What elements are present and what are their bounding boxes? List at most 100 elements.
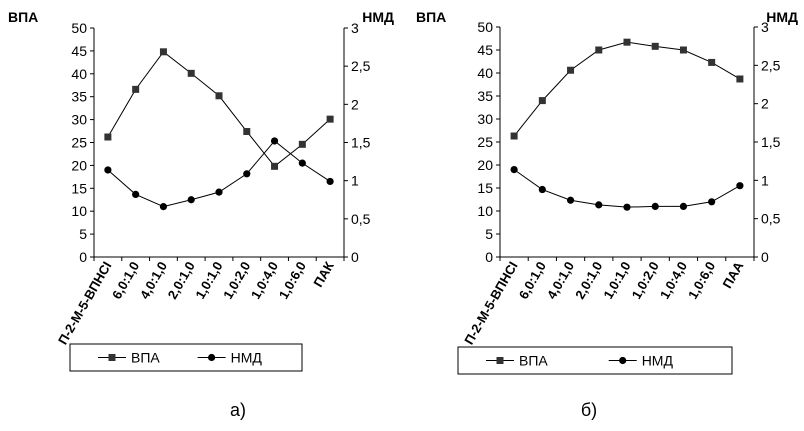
left-tick-label: 0 [79, 249, 87, 265]
data-point-vpa [679, 46, 687, 54]
legend-marker-nmd [619, 356, 627, 365]
left-tick-label: 25 [477, 134, 493, 150]
data-point-nmd [566, 196, 575, 204]
legend-label-nmd: НМД [231, 350, 263, 366]
data-point-vpa [736, 75, 744, 83]
chart-panel-b: ВПА НМД 0 5 10 15 20 25 30 35 40 45 50 0 0,5 1 1,5 2 2,5 3 П… [402, 0, 804, 426]
data-point-nmd [736, 182, 744, 190]
data-point-vpa [104, 133, 112, 141]
data-point-vpa [271, 162, 279, 170]
right-tick-label: 2,5 [761, 57, 781, 73]
right-axis-title: НМД [362, 9, 394, 25]
left-tick-label: 10 [71, 203, 87, 219]
chart-panel-a: ВПА НМД 0 5 10 15 20 25 30 35 40 45 50 0 0,5 1 1,5 2 2,5 3 П… [0, 0, 402, 426]
right-tick-label: 0,5 [761, 211, 781, 227]
data-point-nmd [651, 202, 659, 210]
right-tick-label: 1 [761, 172, 769, 188]
right-tick-label: 2,5 [351, 58, 371, 74]
x-tick-label: П-2-М-5-ВПНСI [55, 259, 115, 347]
data-point-nmd [243, 170, 251, 178]
legend-label-vpa: ВПА [519, 353, 548, 369]
left-tick-label: 25 [71, 135, 87, 151]
left-tick-label: 15 [71, 180, 87, 196]
data-point-nmd [187, 196, 195, 204]
right-tick-label: 0,5 [351, 211, 371, 227]
data-point-nmd [326, 177, 334, 186]
legend-marker-nmd [208, 353, 216, 362]
left-tick-label: 0 [485, 249, 493, 265]
left-tick-label: 5 [79, 226, 87, 242]
data-point-vpa [243, 128, 251, 136]
x-tick-label: 1,0:6,0 [685, 259, 718, 302]
left-tick-label: 5 [485, 226, 493, 242]
right-tick-label: 3 [761, 19, 769, 35]
series-line-nmd [107, 140, 331, 208]
left-tick-label: 35 [71, 89, 87, 105]
data-point-vpa [215, 92, 223, 100]
data-point-vpa [567, 66, 575, 74]
left-tick-label: 45 [71, 43, 87, 59]
legend-label-vpa: ВПА [131, 350, 160, 366]
legend: ВПА НМД [69, 343, 303, 372]
data-point-nmd [298, 159, 306, 167]
right-tick-label: 3 [351, 20, 359, 36]
left-tick-label: 40 [71, 66, 87, 82]
panel-label: б) [581, 400, 597, 420]
chart-b-svg: ВПА НМД 0 5 10 15 20 25 30 35 40 45 50 0 0,5 1 1,5 2 2,5 3 П… [416, 9, 798, 420]
data-point-vpa [132, 85, 140, 93]
data-point-vpa [538, 97, 546, 105]
data-point-vpa [326, 115, 334, 123]
data-point-nmd [623, 203, 631, 211]
data-point-nmd [215, 188, 223, 196]
data-point-nmd [538, 185, 546, 194]
right-axis-title: НМД [766, 9, 798, 25]
left-tick-label: 50 [71, 20, 87, 36]
legend-marker-vpa [496, 357, 504, 364]
left-tick-label: 10 [477, 203, 493, 219]
chart-a-svg: ВПА НМД 0 5 10 15 20 25 30 35 40 45 50 0 0,5 1 1,5 2 2,5 3 П… [8, 9, 394, 420]
right-tick-label: 1,5 [351, 135, 371, 151]
data-point-vpa [651, 42, 659, 50]
data-point-vpa [298, 140, 306, 148]
right-tick-label: 2 [761, 96, 769, 112]
left-tick-label: 20 [477, 157, 493, 173]
data-point-nmd [270, 137, 279, 145]
left-tick-label: 30 [477, 111, 493, 127]
data-point-nmd [104, 166, 112, 174]
data-point-vpa [595, 46, 603, 54]
x-tick-label: ПАА [719, 258, 746, 290]
left-tick-label: 20 [71, 157, 87, 173]
panel-label: а) [230, 400, 246, 420]
data-point-vpa [510, 132, 518, 140]
right-tick-label: 0 [351, 249, 359, 265]
right-tick-label: 0 [761, 249, 769, 265]
right-tick-label: 2 [351, 96, 359, 112]
data-point-nmd [159, 203, 168, 211]
data-point-nmd [132, 190, 140, 199]
left-axis-title: ВПА [416, 9, 446, 25]
data-point-vpa [159, 48, 167, 56]
left-tick-label: 50 [477, 19, 493, 35]
series-line-vpa [513, 41, 741, 137]
right-tick-label: 1,5 [761, 134, 781, 150]
data-point-nmd [595, 201, 603, 209]
left-tick-label: 15 [477, 180, 493, 196]
data-point-vpa [187, 69, 195, 77]
left-tick-label: 45 [477, 42, 493, 58]
left-axis-title: ВПА [8, 9, 38, 25]
x-tick-label: ПАК [310, 259, 336, 290]
x-tick-label: 1,0:6,0 [276, 259, 309, 302]
data-point-nmd [708, 198, 716, 206]
series-line-nmd [513, 169, 741, 208]
data-point-vpa [623, 38, 631, 46]
data-point-vpa [708, 58, 716, 66]
data-point-nmd [679, 202, 688, 210]
data-point-nmd [510, 166, 518, 174]
series-line-vpa [107, 51, 331, 168]
left-tick-label: 30 [71, 112, 87, 128]
legend: ВПА НМД [457, 346, 733, 375]
left-tick-label: 35 [477, 88, 493, 104]
legend-label-nmd: НМД [642, 353, 674, 369]
x-tick-label: П-2-М-5-ВПНСI [461, 259, 521, 347]
right-tick-label: 1 [351, 173, 359, 189]
